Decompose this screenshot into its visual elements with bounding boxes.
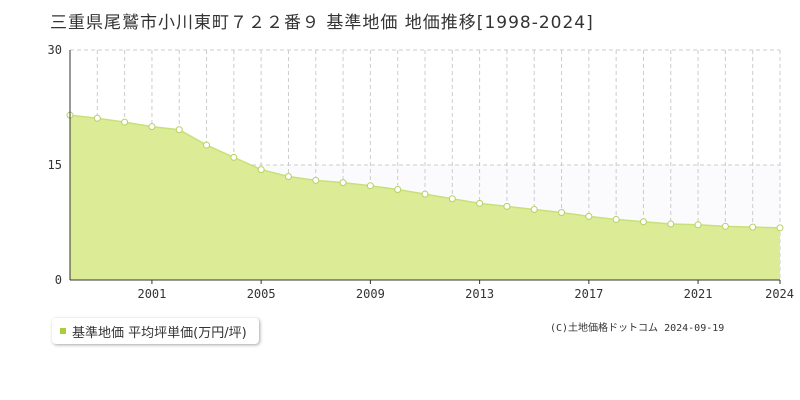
data-markers	[66, 111, 784, 232]
y-tick-label: 0	[55, 273, 62, 287]
data-point	[93, 114, 101, 122]
data-point	[694, 221, 702, 229]
chart-title: 三重県尾鷲市小川東町７２２番９ 基準地価 地価推移[1998-2024]	[50, 13, 594, 33]
x-tick-label: 2013	[465, 287, 494, 301]
data-point	[203, 141, 211, 149]
data-point	[257, 166, 265, 174]
data-point	[749, 223, 757, 231]
data-point	[312, 176, 320, 184]
x-tick-label: 2005	[247, 287, 276, 301]
y-tick-label: 15	[48, 158, 62, 172]
axes: 0 15 30 2001 2005 2009 2013 2017 2021 2024	[48, 43, 794, 301]
data-point	[121, 118, 129, 126]
data-point	[667, 220, 675, 228]
data-point	[421, 190, 429, 198]
x-tick-label: 2021	[684, 287, 713, 301]
copyright-text: (C)土地価格ドットコム 2024-09-19	[550, 323, 725, 334]
legend-swatch	[60, 328, 66, 334]
data-point	[776, 224, 784, 232]
data-point	[721, 222, 729, 230]
data-point	[530, 205, 538, 213]
data-point	[366, 182, 374, 190]
x-tick-label: 2001	[137, 287, 166, 301]
data-point	[503, 202, 511, 210]
legend-label: 基準地価 平均坪単価(万円/坪)	[72, 325, 247, 341]
x-tick-label: 2017	[574, 287, 603, 301]
data-point	[230, 153, 238, 161]
data-point	[585, 212, 593, 220]
data-point	[612, 215, 620, 223]
data-point	[284, 173, 292, 180]
legend: 基準地価 平均坪単価(万円/坪)	[52, 318, 259, 344]
data-point	[639, 218, 647, 226]
data-point	[148, 123, 156, 131]
data-point	[339, 179, 347, 187]
data-point	[448, 195, 456, 203]
data-point	[476, 199, 484, 207]
data-point	[558, 209, 566, 217]
x-tick-label: 2024	[765, 287, 794, 301]
data-point	[175, 126, 183, 134]
y-tick-label: 30	[48, 43, 62, 57]
x-tick-label: 2009	[356, 287, 385, 301]
data-point	[394, 186, 402, 194]
